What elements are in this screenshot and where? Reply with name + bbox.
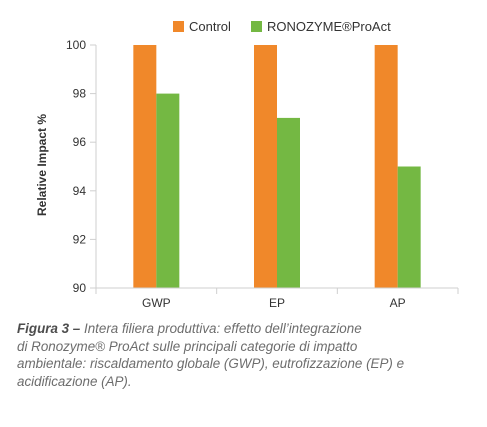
y-tick-label-2: 94 (73, 184, 87, 198)
bar-ap-control (374, 45, 398, 288)
x-tick-label-2: AP (390, 296, 406, 310)
caption-text-1: Intera filiera produttiva: effetto dell’… (84, 321, 362, 336)
y-axis-label: Relative Impact % (35, 114, 49, 216)
caption-line-3: ambientale: riscaldamento globale (GWP),… (17, 356, 405, 371)
legend-swatch-0 (173, 21, 184, 32)
relative-impact-bar-chart: Control RONOZYME®ProAct Relative Impact %… (35, 19, 459, 310)
bar-ep-proact (277, 117, 300, 289)
chart-legend: Control RONOZYME®ProAct (173, 19, 391, 34)
bar-ep-control (254, 45, 277, 288)
caption-line-2: di Ronozyme® ProAct sulle principali cat… (17, 338, 358, 354)
legend-label-0: Control (189, 19, 231, 34)
bar-gwp-control (133, 45, 157, 288)
y-tick-label-5: 100 (66, 38, 86, 52)
x-axis-ticks: GWP EP AP (142, 296, 406, 310)
x-tick-label-0: GWP (142, 296, 171, 310)
bar-gwp-proact (156, 93, 180, 288)
caption-line-1: Figura 3 – Intera filiera produttiva: ef… (17, 320, 479, 338)
figure-caption: Figura 3 – Intera filiera produttiva: ef… (17, 320, 479, 390)
bar-ap-proact (397, 166, 421, 288)
legend-swatch-1 (251, 21, 262, 32)
y-tick-label-1: 92 (73, 232, 87, 246)
y-tick-label-0: 90 (73, 281, 87, 295)
axes (95, 45, 459, 294)
caption-label: Figura 3 – (17, 321, 81, 336)
y-tick-label-4: 98 (73, 87, 87, 101)
bars (133, 45, 421, 289)
y-tick-label-3: 96 (73, 135, 87, 149)
x-tick-label-1: EP (269, 296, 285, 310)
caption-line-4: acidificazione (AP). (17, 373, 132, 389)
y-axis-ticks: 90 92 94 96 98 100 (66, 38, 96, 295)
legend-label-1: RONOZYME®ProAct (267, 19, 391, 34)
